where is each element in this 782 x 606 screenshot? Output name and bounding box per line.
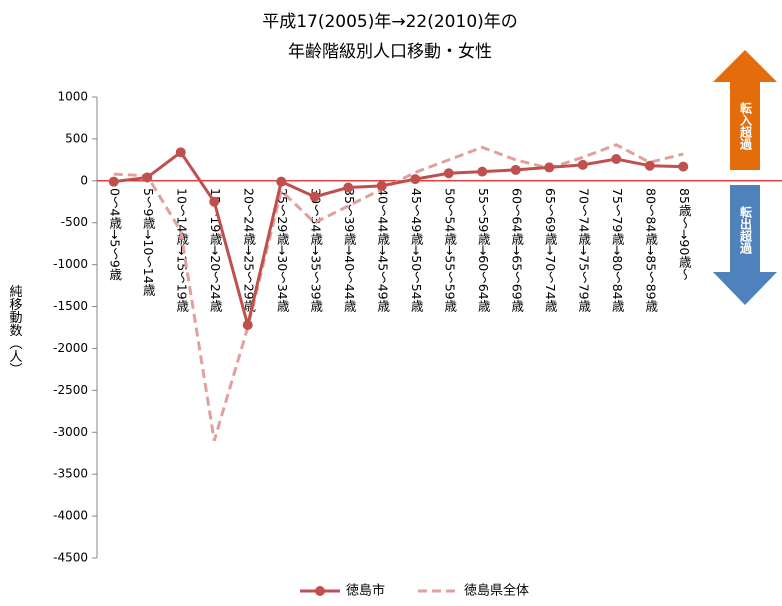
- point: [410, 174, 421, 185]
- point: [678, 161, 689, 172]
- x-tick-label: 50～54歳→55～59歳: [442, 188, 457, 312]
- x-tick-label: 35～39歳→40～44歳: [342, 188, 357, 312]
- x-tick-label: 80～84歳→85～89歳: [643, 188, 658, 312]
- annotation: 転出超過: [739, 205, 753, 255]
- point: [108, 176, 119, 187]
- point: [209, 196, 220, 207]
- y-tick-label: -4000: [53, 509, 88, 523]
- annotation: 転入超過: [739, 101, 753, 151]
- y-tick-label: -1000: [53, 257, 88, 271]
- x-tick-label: 70～74歳→75～79歳: [576, 188, 591, 312]
- point: [577, 159, 588, 170]
- x-tick-label: 40～44歳→45～49歳: [375, 188, 390, 312]
- point: [309, 191, 320, 202]
- x-tick-label: 0～4歳→5～9歳: [107, 188, 122, 280]
- x-tick-label: 5～9歳→10～14歳: [141, 188, 156, 296]
- y-tick-label: -3500: [53, 467, 88, 481]
- point: [443, 168, 454, 179]
- y-tick-label: 500: [65, 131, 88, 145]
- y-tick-label: 1000: [57, 90, 88, 104]
- series-line: [113, 150, 684, 326]
- series-line: [113, 143, 684, 442]
- point: [242, 319, 253, 330]
- point: [544, 162, 555, 173]
- y-tick-label: -1500: [53, 299, 88, 313]
- y-tick-label: -4500: [53, 551, 88, 565]
- y-tick-label: -3000: [53, 425, 88, 439]
- x-tick-label: 25～29歳→30～34歳: [275, 188, 290, 312]
- point: [644, 160, 655, 171]
- point: [175, 147, 186, 158]
- x-tick-label: 85歳～→90歳～: [677, 188, 692, 280]
- y-tick-label: 0: [80, 173, 88, 187]
- point: [343, 182, 354, 193]
- legend-label: 徳島市: [346, 583, 385, 599]
- legend-marker: [315, 586, 325, 596]
- chart-title: 年齢階級別人口移動・女性: [288, 42, 492, 62]
- y-tick-label: -500: [61, 215, 88, 229]
- point: [510, 164, 521, 175]
- x-tick-label: 20～24歳→25～29歳: [241, 188, 256, 312]
- y-axis-label: 純移動数（人）: [7, 285, 23, 376]
- point: [142, 172, 153, 183]
- legend-label: 徳島県全体: [464, 583, 529, 599]
- x-tick-label: 75～79歳→80～84歳: [610, 188, 625, 312]
- x-tick-label: 30～34歳→35～39歳: [308, 188, 323, 312]
- y-tick-label: -2500: [53, 383, 88, 397]
- inflow-arrow: [713, 50, 777, 170]
- x-tick-label: 10～14歳→15～19歳: [174, 188, 189, 312]
- x-tick-label: 45～49歳→50～54歳: [409, 188, 424, 312]
- x-tick-label: 60～64歳→65～69歳: [509, 188, 524, 312]
- y-tick-label: -2000: [53, 341, 88, 355]
- x-tick-label: 65～69歳→70～74歳: [543, 188, 558, 312]
- point: [611, 154, 622, 165]
- chart-title: 平成17(2005)年→22(2010)年の: [262, 12, 518, 32]
- point: [477, 166, 488, 177]
- point: [276, 176, 287, 187]
- outflow-arrow: [713, 185, 777, 305]
- x-tick-label: 55～59歳→60～64歳: [476, 188, 491, 312]
- point: [376, 180, 387, 191]
